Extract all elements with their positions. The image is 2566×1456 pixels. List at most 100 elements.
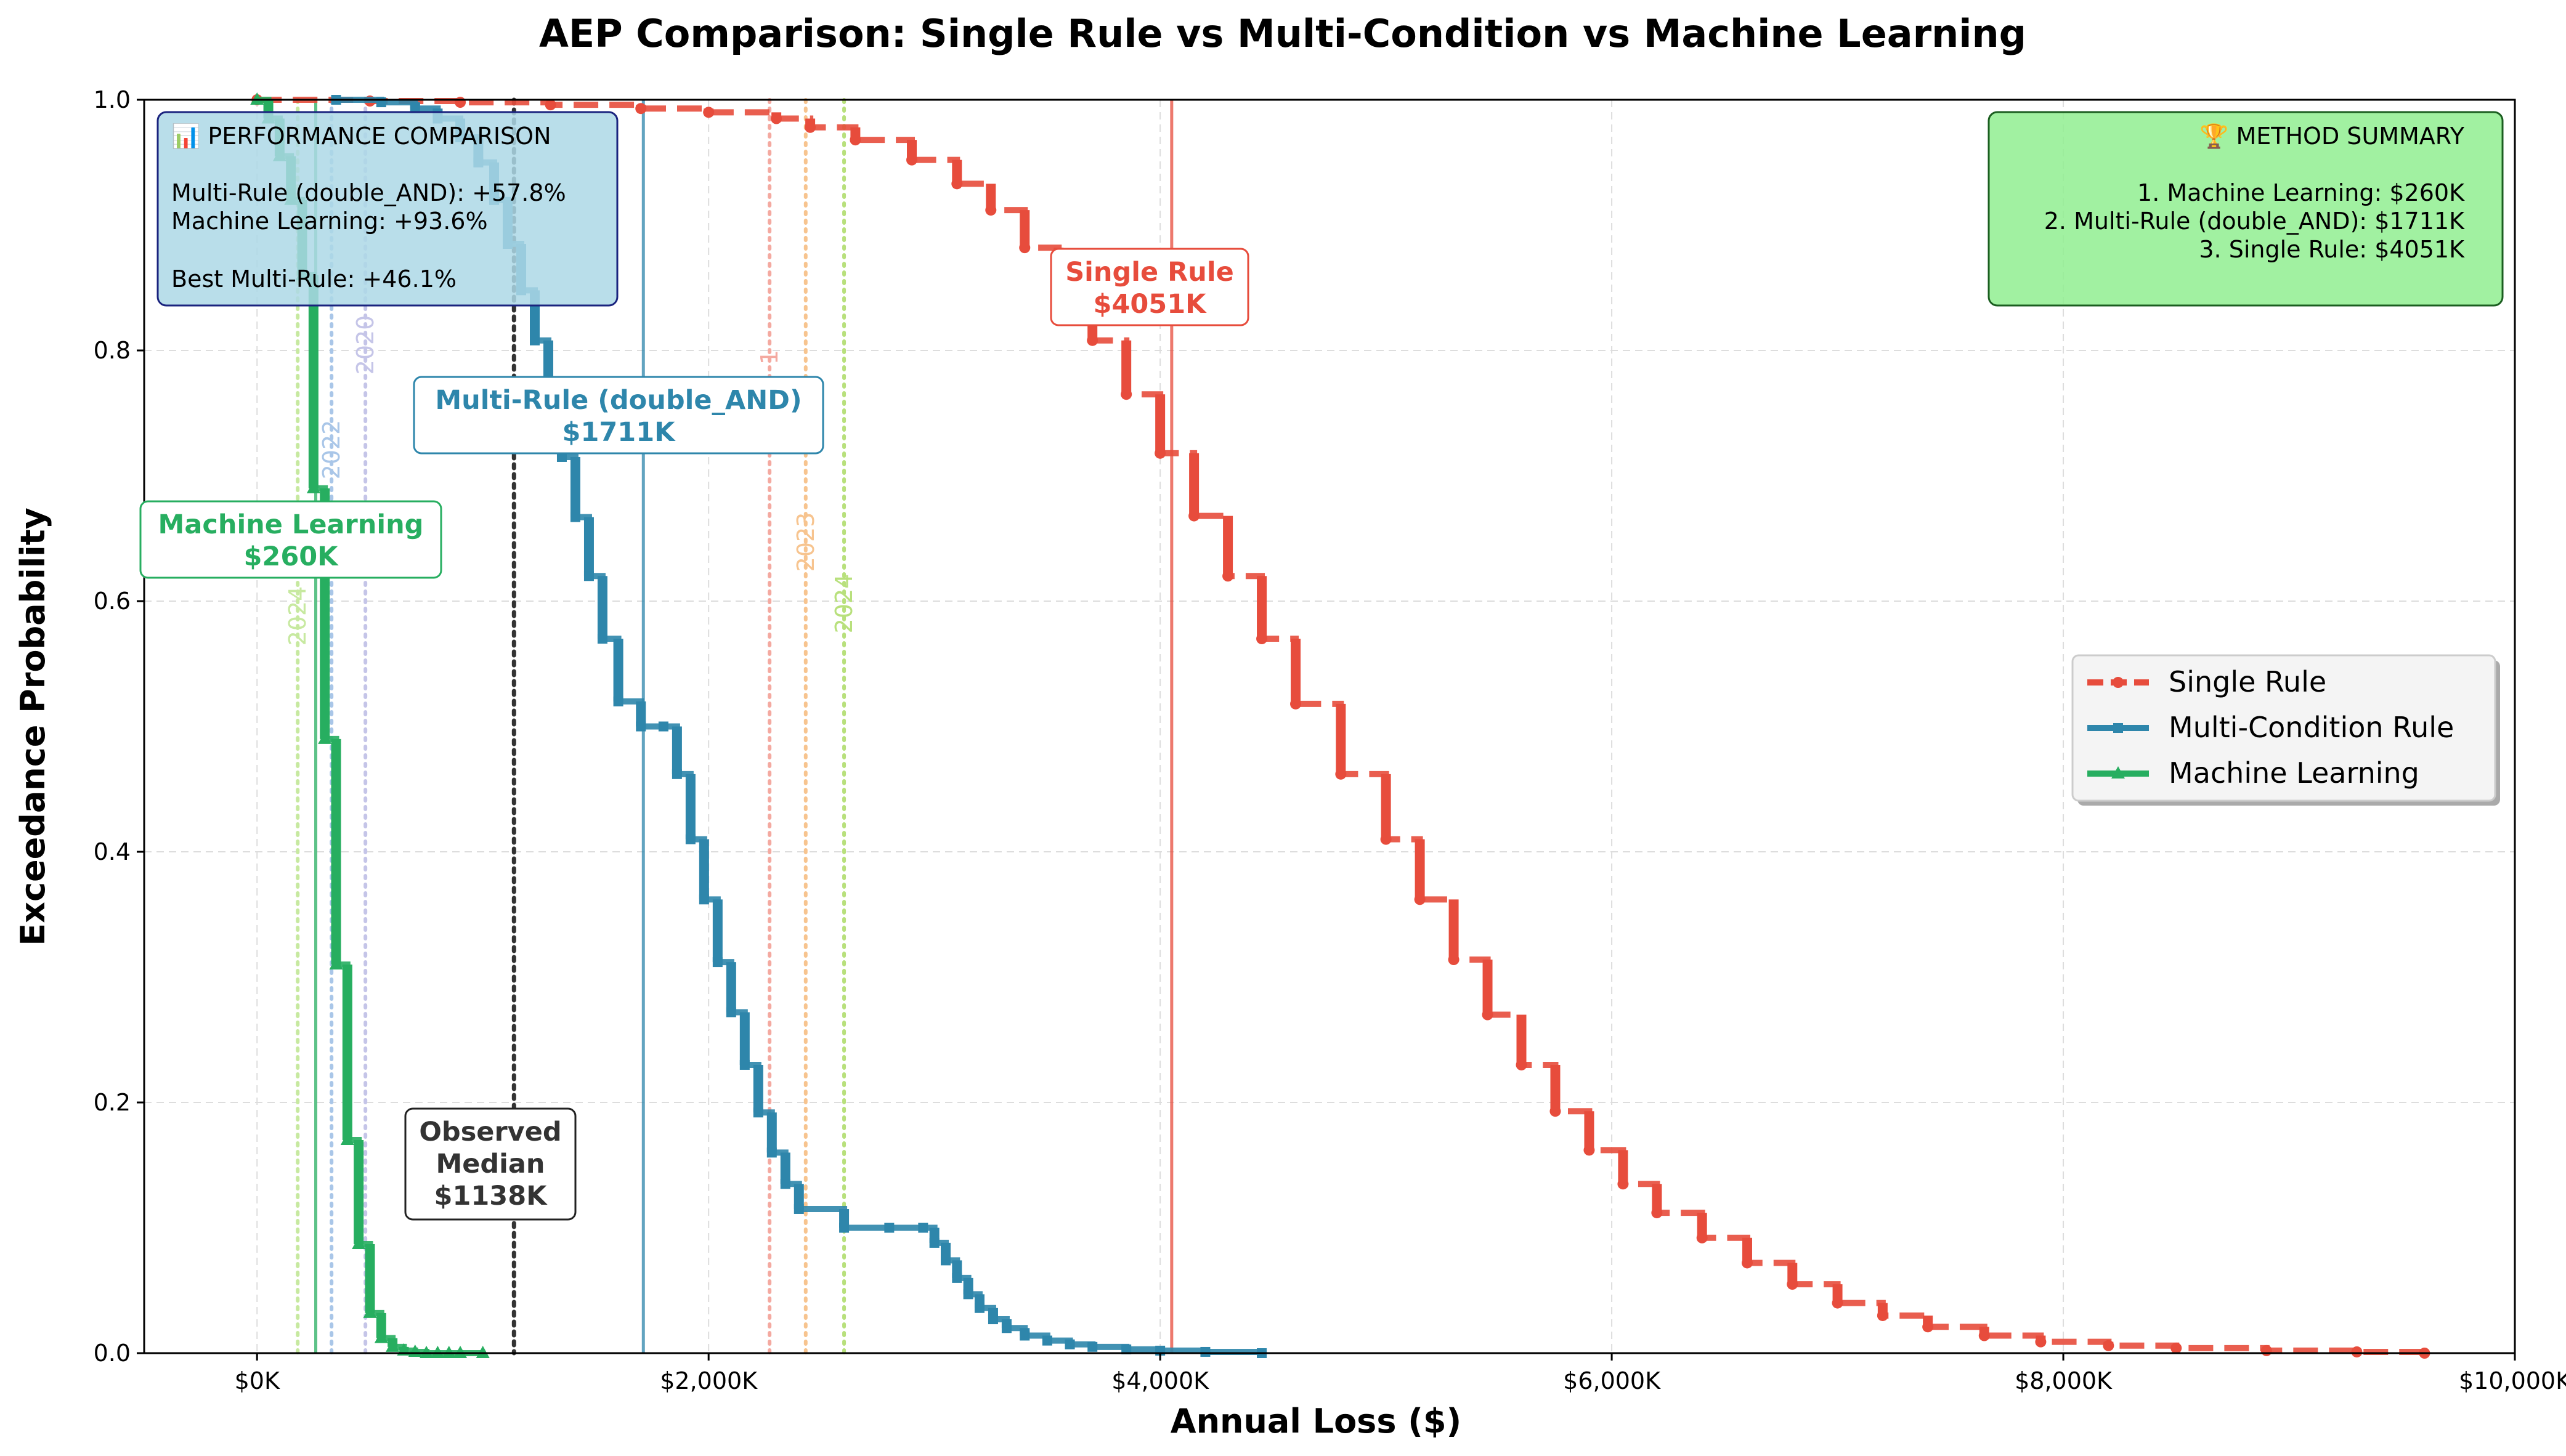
data-point xyxy=(530,335,540,346)
data-point xyxy=(988,1314,998,1325)
data-point xyxy=(672,769,682,779)
data-point xyxy=(1222,570,1234,582)
legend-marker xyxy=(2113,723,2123,733)
performance-box-title: 📊 PERFORMANCE COMPARISON xyxy=(171,123,551,150)
summary-box-line1: 1. Machine Learning: $260K xyxy=(2137,179,2465,206)
legend-marker xyxy=(2113,677,2124,688)
data-point xyxy=(1787,1279,1798,1290)
data-point xyxy=(363,1305,377,1318)
y-tick-label: 0.0 xyxy=(94,1340,131,1367)
data-point xyxy=(442,1346,456,1358)
performance-box-line2: Machine Learning: +93.6% xyxy=(171,208,488,235)
ml-annotation-value: $260K xyxy=(244,541,339,572)
axis-ticks: $0K $2,000K $4,000K $6,000K $8,000K $10,000K 0… xyxy=(94,86,2566,1394)
data-point xyxy=(805,121,816,133)
data-point xyxy=(1019,242,1031,254)
data-point xyxy=(250,92,264,105)
y-tick-label: 1.0 xyxy=(94,86,131,113)
data-point xyxy=(1121,1344,1132,1354)
data-point xyxy=(771,113,782,124)
data-point xyxy=(726,1007,736,1017)
data-point xyxy=(850,134,861,146)
chart-title: AEP Comparison: Single Rule vs Multi-Con… xyxy=(539,11,2026,56)
data-point xyxy=(476,1346,490,1358)
legend-label: Machine Learning xyxy=(2169,756,2419,790)
data-point xyxy=(1448,954,1460,966)
data-point xyxy=(1065,1339,1075,1349)
data-point xyxy=(658,721,668,732)
data-point xyxy=(583,571,594,581)
median-annotation: Observed Median $1138K xyxy=(404,1107,577,1221)
data-point xyxy=(1335,768,1347,780)
data-point xyxy=(376,97,386,108)
data-point xyxy=(431,1346,445,1358)
data-point xyxy=(1087,1341,1098,1352)
single-rule-annotation-value: $4051K xyxy=(1094,289,1208,320)
year-line-label: 2022 xyxy=(318,420,345,480)
data-point xyxy=(699,894,709,905)
data-point xyxy=(1200,1346,1211,1357)
x-tick-label: $10,000K xyxy=(2459,1367,2566,1394)
ml-annotation-label: Machine Learning xyxy=(158,509,424,540)
data-point xyxy=(318,731,332,744)
y-axis-label: Exceedance Probability xyxy=(14,508,52,946)
data-point xyxy=(374,1330,388,1343)
data-point xyxy=(1877,1309,1888,1321)
data-point xyxy=(963,1289,973,1300)
data-point xyxy=(952,1272,962,1283)
single-rule-annotation: Single Rule $4051K xyxy=(1050,248,1249,326)
data-point xyxy=(352,1236,366,1249)
data-point xyxy=(918,1223,928,1233)
median-annotation-line2: Median xyxy=(436,1149,545,1179)
data-point xyxy=(597,634,607,644)
data-point xyxy=(410,103,420,114)
data-point xyxy=(739,1059,750,1070)
data-point xyxy=(2170,1342,2182,1354)
multi-rule-annotation: Multi-Rule (double_AND) $1711K xyxy=(413,376,824,455)
data-point xyxy=(635,103,647,115)
data-point xyxy=(556,451,567,462)
data-point xyxy=(1832,1297,1843,1309)
data-point xyxy=(703,107,715,118)
data-point xyxy=(794,1203,804,1214)
multi-rule-annotation-value: $1711K xyxy=(562,417,676,448)
data-point xyxy=(1583,1144,1595,1156)
method-summary-box: 🏆 METHOD SUMMARY 1. Machine Learning: $2… xyxy=(1987,111,2504,307)
x-tick-label: $8,000K xyxy=(2015,1367,2113,1394)
data-point xyxy=(613,696,623,706)
data-point xyxy=(712,957,723,968)
y-tick-label: 0.8 xyxy=(94,337,131,364)
data-point xyxy=(1741,1257,1753,1269)
data-point xyxy=(1651,1207,1663,1219)
year-line-label: 2024 xyxy=(830,574,858,634)
data-point xyxy=(940,1255,951,1266)
multi-rule-annotation-label: Multi-Rule (double_AND) xyxy=(435,385,802,416)
data-point xyxy=(1290,698,1302,710)
data-point xyxy=(1087,334,1098,346)
data-point xyxy=(1696,1232,1708,1244)
year-line-label: 1 xyxy=(756,350,783,365)
x-tick-label: $4,000K xyxy=(1111,1367,1209,1394)
data-point xyxy=(386,1339,400,1352)
data-point xyxy=(929,1237,940,1248)
legend-label: Single Rule xyxy=(2169,665,2326,698)
data-point xyxy=(951,178,963,190)
data-point xyxy=(2035,1336,2047,1348)
data-point xyxy=(1042,1335,1052,1346)
data-point xyxy=(1155,447,1166,459)
year-lines: 2024 2022 2020 1 2023 2024 xyxy=(284,98,858,1355)
data-point xyxy=(455,97,466,108)
data-point xyxy=(1549,1106,1561,1117)
median-annotation-value: $1138K xyxy=(434,1181,548,1211)
ml-annotation: Machine Learning $260K xyxy=(139,500,442,579)
data-point xyxy=(766,1147,777,1158)
summary-box-line3: 3. Single Rule: $4051K xyxy=(2199,236,2465,263)
legend-label: Multi-Condition Rule xyxy=(2169,711,2454,744)
legend-marker xyxy=(2111,766,2125,779)
data-point xyxy=(340,1133,354,1146)
y-tick-label: 0.2 xyxy=(94,1089,131,1116)
data-point xyxy=(685,834,696,844)
y-tick-label: 0.4 xyxy=(94,838,131,865)
data-point xyxy=(1414,894,1426,905)
x-tick-label: $2,000K xyxy=(660,1367,758,1394)
